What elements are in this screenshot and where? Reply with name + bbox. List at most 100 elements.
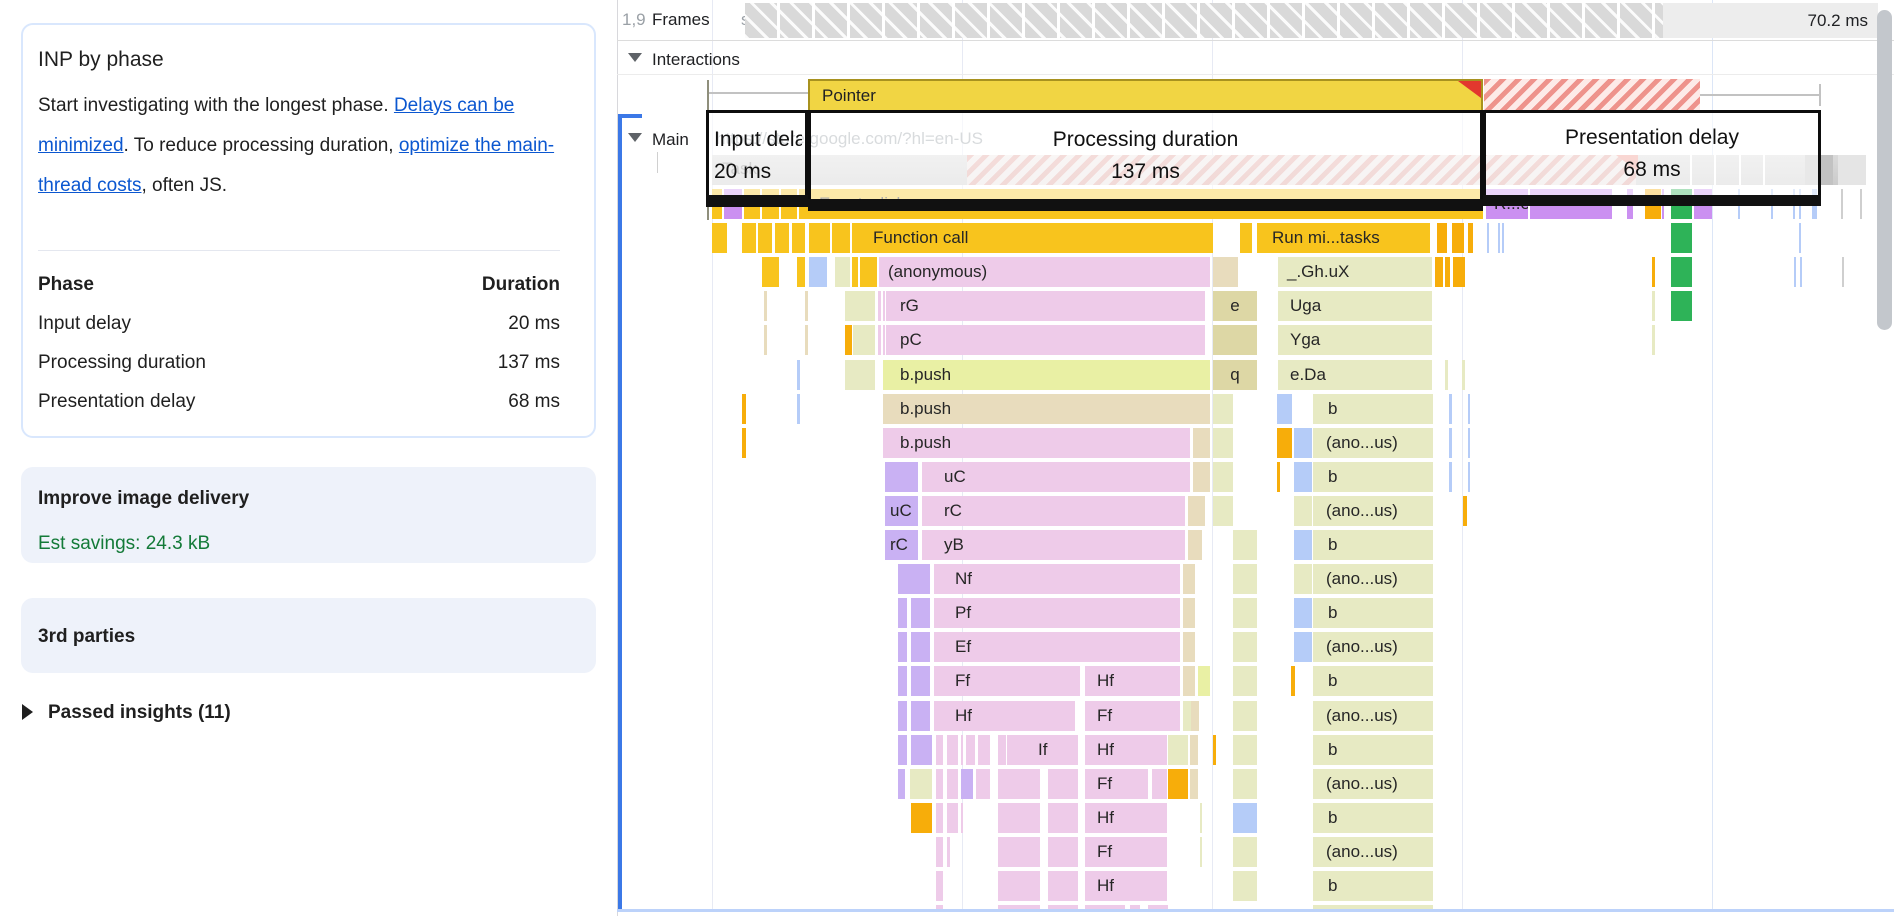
flame-bar-b[interactable]: b bbox=[1313, 394, 1433, 424]
flame-bar[interactable] bbox=[1652, 325, 1655, 355]
flame-bar[interactable] bbox=[878, 325, 881, 355]
flame-bar[interactable] bbox=[1468, 462, 1470, 492]
flame-bar[interactable] bbox=[1294, 564, 1312, 594]
flame-bar[interactable] bbox=[998, 769, 1040, 799]
flame-bar-rc[interactable]: rC bbox=[885, 530, 918, 560]
flame-bar[interactable] bbox=[998, 905, 1040, 911]
flame-bar[interactable] bbox=[853, 325, 875, 355]
flame-bar-b[interactable]: b bbox=[1313, 666, 1433, 696]
flame-bar[interactable] bbox=[976, 769, 990, 799]
flame-bar-b[interactable]: b bbox=[1313, 530, 1433, 560]
flame-bar[interactable] bbox=[1449, 462, 1452, 492]
flame-bar[interactable] bbox=[1468, 394, 1470, 424]
flame-bar[interactable] bbox=[1200, 837, 1202, 867]
flame-bar[interactable] bbox=[1462, 360, 1465, 390]
flame-bar-b-push[interactable]: b.push bbox=[883, 428, 1190, 458]
flame-bar[interactable] bbox=[835, 257, 850, 287]
flame-bar[interactable] bbox=[758, 223, 772, 253]
flame-bar-b-push[interactable]: b.push bbox=[883, 360, 1210, 390]
flame-bar[interactable] bbox=[1277, 394, 1292, 424]
flame-bar[interactable] bbox=[845, 360, 875, 390]
flame-bar[interactable] bbox=[742, 394, 746, 424]
flame-bar[interactable] bbox=[1188, 496, 1205, 526]
flame-bar[interactable] bbox=[998, 871, 1040, 901]
flame-bar[interactable] bbox=[1183, 666, 1195, 696]
flame-bar[interactable] bbox=[1183, 701, 1191, 731]
main-collapse-icon[interactable] bbox=[628, 133, 642, 142]
flame-bar[interactable] bbox=[1233, 666, 1257, 696]
flame-bar[interactable] bbox=[885, 462, 918, 492]
flame-bar-b[interactable]: b bbox=[1313, 462, 1433, 492]
flame-bar[interactable] bbox=[1191, 701, 1199, 731]
flame-bar[interactable] bbox=[998, 837, 1040, 867]
flame-bar[interactable] bbox=[1860, 189, 1862, 219]
flame-bar[interactable] bbox=[998, 735, 1006, 765]
flame-bar[interactable] bbox=[1233, 803, 1257, 833]
flame-bar[interactable] bbox=[845, 291, 875, 321]
flame-bar-function-call[interactable]: Function call bbox=[852, 223, 1213, 253]
flame-bar[interactable] bbox=[1183, 564, 1195, 594]
flame-bar[interactable] bbox=[1294, 530, 1312, 560]
flame-bar[interactable] bbox=[1233, 530, 1257, 560]
flame-bar[interactable] bbox=[1213, 325, 1257, 355]
insight-doc-link[interactable]: optimize the main-thread costs bbox=[38, 135, 555, 196]
improve-image-delivery-card[interactable] bbox=[21, 467, 596, 563]
flame-bar[interactable] bbox=[910, 769, 932, 799]
flame-bar[interactable] bbox=[898, 735, 907, 765]
flame-bar[interactable] bbox=[1794, 257, 1796, 287]
inp-by-phase-card[interactable] bbox=[21, 23, 596, 438]
frame-duration-cell[interactable] bbox=[1663, 3, 1878, 38]
flame-bar[interactable] bbox=[911, 701, 930, 731]
flame-bar[interactable] bbox=[809, 257, 827, 287]
flame-bar-if[interactable]: If bbox=[1007, 735, 1078, 765]
flame-bar-rc[interactable]: rC bbox=[922, 496, 1185, 526]
third-parties-card[interactable] bbox=[21, 598, 596, 673]
flame-bar[interactable] bbox=[961, 803, 963, 833]
flame-bar[interactable] bbox=[1233, 769, 1257, 799]
flame-bar[interactable] bbox=[1468, 223, 1473, 253]
flame-bar[interactable] bbox=[1671, 257, 1692, 287]
flame-bar[interactable] bbox=[878, 291, 881, 321]
frames-track-label[interactable]: Frames bbox=[652, 10, 710, 29]
flame-bar[interactable] bbox=[1294, 428, 1312, 458]
flame-bar-ano-us[interactable]: (ano...us) bbox=[1313, 428, 1433, 458]
flame-bar[interactable] bbox=[860, 257, 877, 287]
flame-bar-hf[interactable]: Hf bbox=[1085, 871, 1167, 901]
flame-bar[interactable] bbox=[1085, 905, 1125, 911]
flame-bar[interactable] bbox=[961, 769, 973, 799]
flame-bar[interactable] bbox=[1130, 905, 1140, 911]
flame-bar[interactable] bbox=[792, 223, 805, 253]
flame-bar[interactable] bbox=[775, 223, 789, 253]
flame-bar[interactable] bbox=[742, 428, 746, 458]
flame-bar[interactable] bbox=[1048, 837, 1078, 867]
flame-bar[interactable] bbox=[936, 803, 943, 833]
flame-bar[interactable] bbox=[1233, 564, 1257, 594]
flame-bar[interactable] bbox=[898, 769, 905, 799]
flame-bar[interactable] bbox=[764, 325, 767, 355]
flame-bar[interactable] bbox=[1048, 803, 1078, 833]
flame-bar[interactable] bbox=[961, 735, 963, 765]
flame-bar[interactable] bbox=[1193, 462, 1210, 492]
flame-bar[interactable] bbox=[1487, 223, 1489, 253]
flame-bar[interactable] bbox=[1671, 291, 1692, 321]
flame-bar[interactable] bbox=[1198, 666, 1210, 696]
flame-bar[interactable] bbox=[1233, 632, 1257, 662]
flame-bar-hf[interactable]: Hf bbox=[1085, 803, 1167, 833]
flame-bar-uc[interactable]: uC bbox=[885, 496, 918, 526]
flame-bar[interactable] bbox=[947, 769, 958, 799]
flame-bar[interactable] bbox=[936, 905, 943, 911]
flame-bar[interactable] bbox=[1183, 598, 1195, 628]
flame-bar[interactable] bbox=[1240, 223, 1252, 253]
flame-bar[interactable] bbox=[1168, 735, 1188, 765]
flame-bar[interactable] bbox=[805, 325, 808, 355]
flame-bar[interactable] bbox=[911, 735, 932, 765]
flame-bar[interactable] bbox=[911, 666, 930, 696]
flame-bar[interactable] bbox=[1842, 257, 1844, 287]
flame-bar[interactable] bbox=[947, 735, 958, 765]
flame-bar[interactable] bbox=[1277, 462, 1280, 492]
passed-insights-toggle[interactable]: Passed insights (11) bbox=[48, 702, 231, 723]
flame-bar-ff[interactable]: Ff bbox=[1085, 701, 1180, 731]
insight-doc-link[interactable]: Delays can be minimized bbox=[38, 95, 515, 156]
flame-bar[interactable] bbox=[1183, 632, 1195, 662]
flame-bar[interactable] bbox=[712, 223, 727, 253]
